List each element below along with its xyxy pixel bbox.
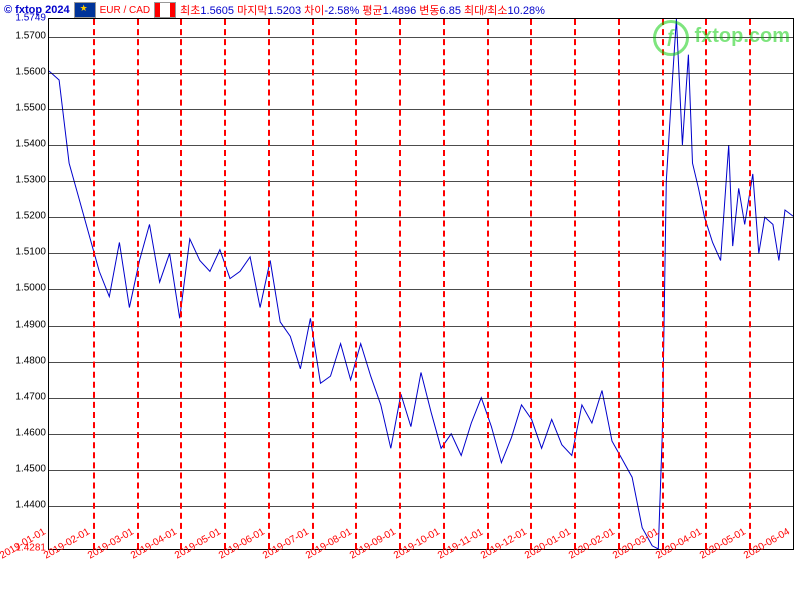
- h-gridline: [49, 145, 793, 146]
- v-gridline: [180, 19, 182, 549]
- h-gridline: [49, 289, 793, 290]
- v-gridline: [268, 19, 270, 549]
- watermark-icon: ƒ: [653, 20, 689, 56]
- y-axis-label: 1.5400: [2, 139, 46, 150]
- chart-header: © fxtop 2024 EUR / CAD 최초1.5605 마지막1.520…: [4, 2, 545, 18]
- y-axis-label: 1.4500: [2, 463, 46, 474]
- v-gridline: [399, 19, 401, 549]
- currency-pair: EUR / CAD: [100, 5, 151, 16]
- y-axis-label: 1.5300: [2, 175, 46, 186]
- h-gridline: [49, 434, 793, 435]
- forex-chart: © fxtop 2024 EUR / CAD 최초1.5605 마지막1.520…: [0, 0, 800, 600]
- y-axis-label: 1.4800: [2, 355, 46, 366]
- y-axis-label: 1.4400: [2, 500, 46, 511]
- stat-label: 평균: [359, 5, 382, 17]
- stat-value: 10.28%: [508, 5, 545, 17]
- v-gridline: [487, 19, 489, 549]
- v-gridline: [312, 19, 314, 549]
- watermark: ƒ fxtop.com: [653, 20, 790, 56]
- stat-value: -2.58%: [324, 5, 359, 17]
- v-gridline: [662, 19, 664, 549]
- h-gridline: [49, 362, 793, 363]
- y-axis-label: 1.5600: [2, 66, 46, 77]
- y-axis-label: 1.4900: [2, 319, 46, 330]
- h-gridline: [49, 217, 793, 218]
- stat-label: 마지막: [234, 5, 267, 17]
- y-axis-label: 1.4700: [2, 391, 46, 402]
- y-axis-label: 1.5100: [2, 247, 46, 258]
- v-gridline: [355, 19, 357, 549]
- v-gridline: [224, 19, 226, 549]
- h-gridline: [49, 181, 793, 182]
- h-gridline: [49, 398, 793, 399]
- v-gridline: [705, 19, 707, 549]
- h-gridline: [49, 470, 793, 471]
- v-gridline: [443, 19, 445, 549]
- stat-value: 6.85: [440, 5, 461, 17]
- stat-label: 차이: [301, 5, 324, 17]
- h-gridline: [49, 73, 793, 74]
- stats-row: 최초1.5605 마지막1.5203 차이-2.58% 평균1.4896 변동6…: [180, 2, 545, 18]
- plot-area: [48, 18, 794, 550]
- stat-label: 변동: [416, 5, 439, 17]
- flag-eur-icon: [74, 2, 96, 18]
- y-axis-label: 1.5500: [2, 102, 46, 113]
- v-gridline: [574, 19, 576, 549]
- v-gridline: [749, 19, 751, 549]
- v-gridline: [137, 19, 139, 549]
- h-gridline: [49, 109, 793, 110]
- stat-value: 1.5605: [200, 5, 234, 17]
- y-axis-label: 1.5200: [2, 211, 46, 222]
- y-axis-label: 1.4600: [2, 427, 46, 438]
- stat-value: 1.5203: [267, 5, 301, 17]
- v-gridline: [93, 19, 95, 549]
- h-gridline: [49, 506, 793, 507]
- flag-cad-icon: [154, 2, 176, 18]
- v-gridline: [618, 19, 620, 549]
- stat-label: 최초: [180, 5, 200, 17]
- h-gridline: [49, 253, 793, 254]
- v-gridline: [530, 19, 532, 549]
- y-axis-label: 1.5700: [2, 30, 46, 41]
- h-gridline: [49, 326, 793, 327]
- copyright-text: © fxtop 2024: [4, 4, 70, 16]
- y-axis-label: 1.5000: [2, 283, 46, 294]
- watermark-text: fxtop.com: [694, 25, 790, 47]
- stat-value: 1.4896: [383, 5, 417, 17]
- stat-label: 최대/최소: [461, 5, 508, 17]
